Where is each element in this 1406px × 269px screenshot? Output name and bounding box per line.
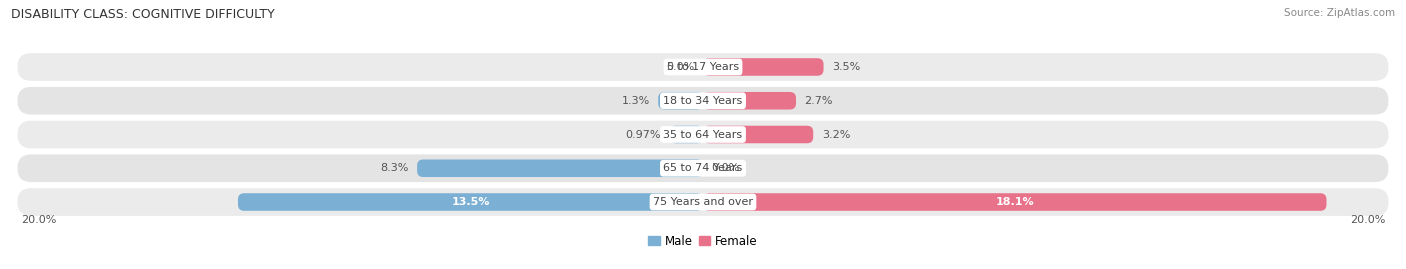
Text: 20.0%: 20.0% — [21, 215, 56, 225]
Text: 65 to 74 Years: 65 to 74 Years — [664, 163, 742, 173]
Legend: Male, Female: Male, Female — [644, 230, 762, 253]
Text: 0.0%: 0.0% — [666, 62, 695, 72]
Text: 8.3%: 8.3% — [380, 163, 409, 173]
FancyBboxPatch shape — [658, 92, 703, 109]
FancyBboxPatch shape — [17, 53, 1389, 81]
FancyBboxPatch shape — [703, 58, 824, 76]
Text: 13.5%: 13.5% — [451, 197, 489, 207]
FancyBboxPatch shape — [703, 193, 1326, 211]
FancyBboxPatch shape — [703, 126, 813, 143]
FancyBboxPatch shape — [669, 126, 703, 143]
Text: DISABILITY CLASS: COGNITIVE DIFFICULTY: DISABILITY CLASS: COGNITIVE DIFFICULTY — [11, 8, 276, 21]
Text: 3.2%: 3.2% — [823, 129, 851, 140]
FancyBboxPatch shape — [17, 87, 1389, 115]
Text: 5 to 17 Years: 5 to 17 Years — [666, 62, 740, 72]
FancyBboxPatch shape — [17, 188, 1389, 216]
Text: 18 to 34 Years: 18 to 34 Years — [664, 96, 742, 106]
Text: 0.97%: 0.97% — [626, 129, 661, 140]
Text: Source: ZipAtlas.com: Source: ZipAtlas.com — [1284, 8, 1395, 18]
FancyBboxPatch shape — [17, 121, 1389, 148]
Text: 20.0%: 20.0% — [1350, 215, 1385, 225]
Text: 35 to 64 Years: 35 to 64 Years — [664, 129, 742, 140]
FancyBboxPatch shape — [703, 92, 796, 109]
Text: 75 Years and over: 75 Years and over — [652, 197, 754, 207]
FancyBboxPatch shape — [418, 160, 703, 177]
Text: 3.5%: 3.5% — [832, 62, 860, 72]
Text: 0.0%: 0.0% — [711, 163, 740, 173]
Text: 2.7%: 2.7% — [804, 96, 834, 106]
FancyBboxPatch shape — [17, 154, 1389, 182]
Text: 1.3%: 1.3% — [621, 96, 650, 106]
FancyBboxPatch shape — [238, 193, 703, 211]
Text: 18.1%: 18.1% — [995, 197, 1033, 207]
